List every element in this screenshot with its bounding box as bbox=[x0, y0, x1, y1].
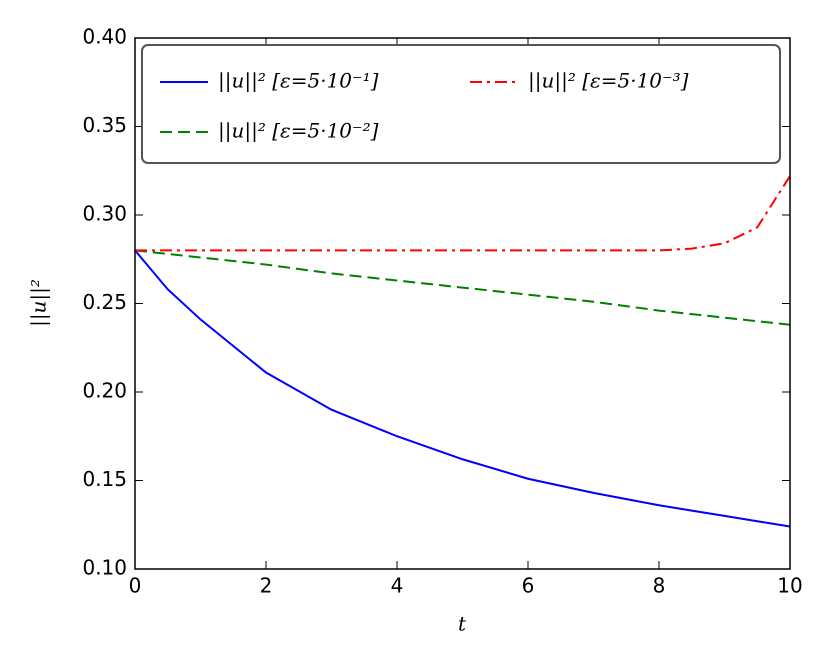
y-tick-label: 0.15 bbox=[82, 467, 127, 491]
legend-label: ||u||² [ε=5·10⁻³] bbox=[528, 69, 689, 94]
x-tick-label: 4 bbox=[391, 574, 404, 598]
series-line bbox=[134, 249, 791, 326]
x-tick-label: 0 bbox=[129, 574, 142, 598]
x-tick-label: 2 bbox=[260, 574, 273, 598]
series-line bbox=[134, 249, 791, 528]
x-tick-label: 8 bbox=[653, 574, 666, 598]
y-tick-label: 0.40 bbox=[82, 25, 127, 49]
y-tick-label: 0.35 bbox=[82, 113, 127, 137]
x-axis-label: t bbox=[458, 612, 467, 636]
y-tick-label: 0.30 bbox=[82, 202, 127, 226]
y-tick-label: 0.20 bbox=[82, 379, 127, 403]
y-tick-label: 0.10 bbox=[82, 556, 127, 580]
y-tick-label: 0.25 bbox=[82, 290, 127, 314]
legend-label: ||u||² [ε=5·10⁻²] bbox=[218, 119, 379, 144]
legend-box bbox=[141, 44, 781, 164]
x-tick-label: 10 bbox=[777, 574, 802, 598]
legend-label: ||u||² [ε=5·10⁻¹] bbox=[218, 69, 379, 94]
series-line bbox=[135, 175, 791, 252]
x-tick-label: 6 bbox=[522, 574, 535, 598]
y-axis-label: ||u||² bbox=[27, 279, 52, 327]
